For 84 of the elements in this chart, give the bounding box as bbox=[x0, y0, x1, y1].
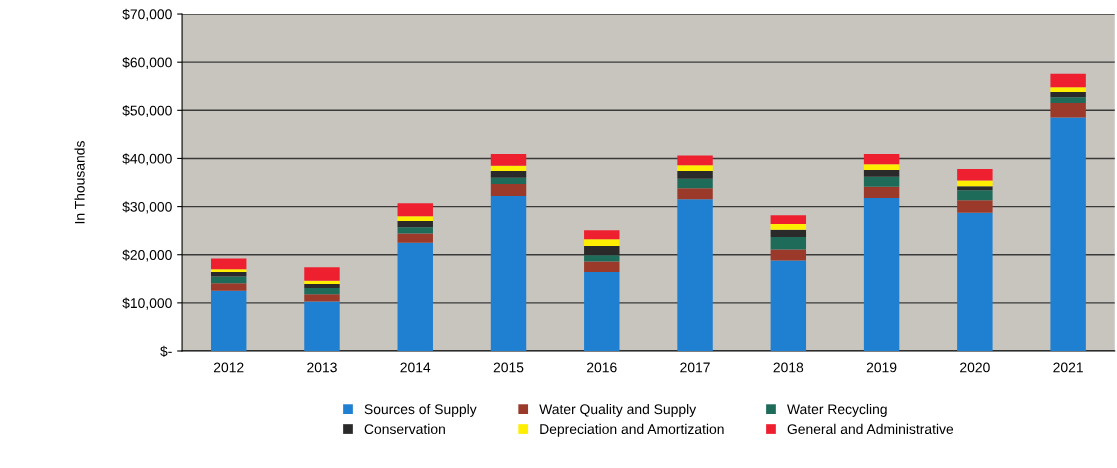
bar bbox=[770, 215, 807, 224]
bar bbox=[770, 223, 807, 230]
y-axis-title: In Thousands bbox=[74, 141, 85, 224]
y-tick-label: $70,000 bbox=[122, 8, 172, 21]
bar bbox=[304, 284, 340, 288]
bar bbox=[490, 183, 527, 196]
legend-label: Depreciation and Amortization bbox=[540, 423, 724, 437]
bar bbox=[584, 272, 620, 351]
bar bbox=[957, 169, 993, 181]
bar bbox=[584, 261, 620, 273]
bar bbox=[584, 230, 620, 240]
bar bbox=[1050, 97, 1086, 104]
x-tick-label: 2016 bbox=[587, 362, 617, 373]
bar bbox=[863, 164, 900, 170]
bar bbox=[304, 267, 340, 281]
bar bbox=[397, 227, 433, 234]
x-tick-label: 2013 bbox=[307, 362, 337, 373]
x-tick-label: 2020 bbox=[960, 362, 990, 373]
bar bbox=[490, 154, 527, 166]
x-tick-label: 2018 bbox=[773, 362, 804, 373]
bar bbox=[490, 196, 527, 351]
bar bbox=[304, 301, 340, 351]
x-tick-label: 2015 bbox=[493, 362, 524, 373]
bar bbox=[584, 239, 620, 247]
bar bbox=[210, 276, 247, 284]
bar bbox=[770, 249, 807, 261]
bar bbox=[770, 236, 807, 250]
bar bbox=[677, 199, 713, 351]
bar bbox=[677, 165, 713, 171]
y-tick-label: $40,000 bbox=[122, 153, 172, 166]
bar bbox=[770, 260, 807, 351]
x-tick-label: 2014 bbox=[400, 362, 431, 373]
bar bbox=[770, 229, 807, 237]
bar bbox=[210, 272, 247, 277]
x-tick-label: 2019 bbox=[866, 362, 897, 373]
bar bbox=[397, 242, 433, 351]
bar bbox=[1050, 87, 1086, 93]
x-tick-label: 2017 bbox=[680, 362, 710, 373]
legend-label: General and Administrative bbox=[787, 423, 954, 435]
bar bbox=[677, 178, 713, 189]
bar bbox=[490, 170, 527, 178]
bar bbox=[863, 170, 900, 177]
y-tick-label: $60,000 bbox=[122, 56, 172, 69]
bar bbox=[584, 246, 620, 256]
legend-label: Sources of Supply bbox=[364, 403, 477, 417]
x-tick-label: 2012 bbox=[213, 362, 244, 373]
bar bbox=[957, 190, 993, 201]
bar bbox=[957, 186, 993, 191]
bar bbox=[490, 165, 527, 171]
y-tick-label: $30,000 bbox=[122, 201, 172, 214]
bar bbox=[1050, 117, 1086, 351]
bar bbox=[1050, 73, 1086, 88]
bar bbox=[397, 233, 433, 243]
bar bbox=[397, 216, 433, 222]
bar bbox=[863, 176, 900, 187]
bar bbox=[863, 186, 900, 198]
bar bbox=[397, 203, 433, 217]
y-tick-label: $50,000 bbox=[122, 105, 172, 118]
bar bbox=[210, 283, 247, 291]
bar bbox=[490, 177, 527, 184]
x-tick-label: 2021 bbox=[1053, 362, 1083, 373]
legend-label: Water Recycling bbox=[787, 403, 887, 417]
bar bbox=[304, 294, 340, 302]
bar bbox=[304, 280, 340, 285]
bar bbox=[397, 221, 433, 228]
bar bbox=[210, 258, 247, 270]
bar bbox=[210, 290, 247, 351]
y-tick-label: $- bbox=[160, 345, 172, 357]
bar bbox=[677, 170, 713, 179]
legend-label: Water Quality and Supply bbox=[539, 403, 697, 417]
bar bbox=[677, 188, 713, 200]
bar bbox=[863, 197, 900, 351]
bar bbox=[1050, 103, 1086, 118]
bar bbox=[1050, 92, 1086, 98]
y-tick-label: $20,000 bbox=[122, 249, 172, 262]
y-tick-label: $10,000 bbox=[122, 297, 172, 310]
bar bbox=[863, 154, 900, 165]
bar bbox=[677, 155, 713, 166]
bar bbox=[957, 200, 993, 213]
bar bbox=[584, 255, 620, 262]
bar bbox=[957, 212, 993, 351]
bar bbox=[304, 287, 340, 295]
bar bbox=[210, 269, 247, 273]
legend-label: Conservation bbox=[364, 423, 445, 435]
